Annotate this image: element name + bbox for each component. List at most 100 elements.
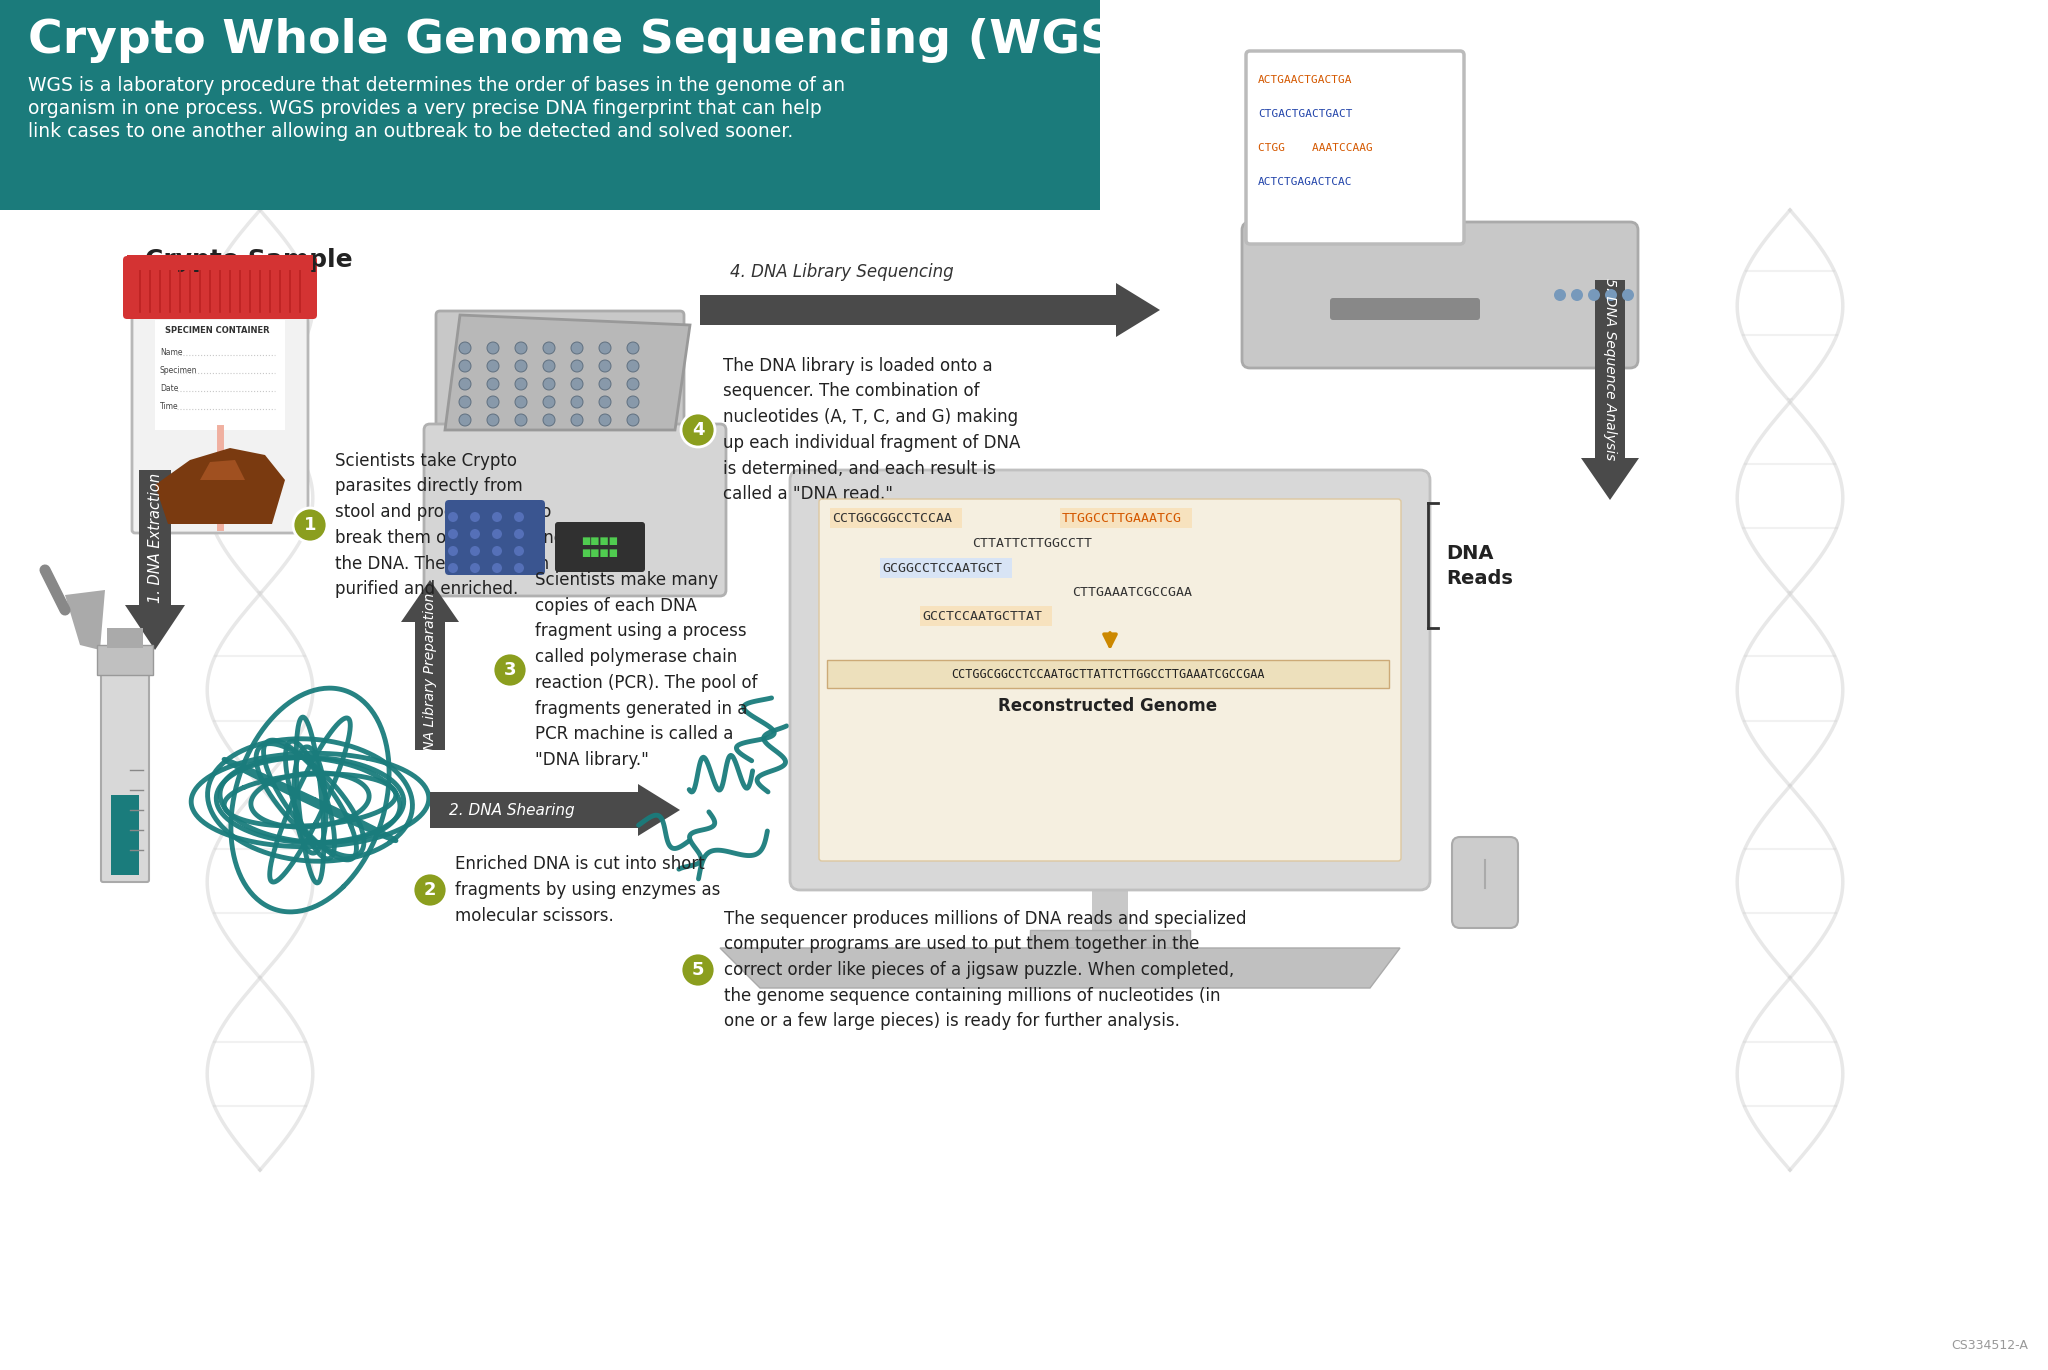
Circle shape [514,529,524,538]
Circle shape [1571,289,1583,301]
Circle shape [598,360,610,373]
Text: GCGGCCTCCAATGCT: GCGGCCTCCAATGCT [883,562,1001,574]
Circle shape [293,508,328,543]
Text: 5. DNA Sequence Analysis: 5. DNA Sequence Analysis [1604,278,1618,460]
Text: GCCTCCAATGCTTAT: GCCTCCAATGCTTAT [922,610,1042,622]
Bar [111,795,139,875]
Circle shape [514,396,526,408]
FancyBboxPatch shape [444,500,545,575]
Bar [1030,930,1190,948]
Text: 2: 2 [424,881,436,899]
Text: 4. DNA Library Sequencing: 4. DNA Library Sequencing [729,263,954,281]
Text: The DNA library is loaded onto a
sequencer. The combination of
nucleotides (A, T: The DNA library is loaded onto a sequenc… [723,356,1020,503]
Circle shape [627,360,639,373]
FancyBboxPatch shape [1329,299,1481,321]
Circle shape [514,547,524,556]
Polygon shape [66,590,104,649]
Circle shape [627,414,639,426]
Text: link cases to one another allowing an outbreak to be detected and solved sooner.: link cases to one another allowing an ou… [29,122,793,141]
Circle shape [514,360,526,373]
FancyBboxPatch shape [0,0,1096,210]
Bar [1061,508,1192,527]
Circle shape [514,342,526,353]
Text: CCTGGCGGCCTCCAATGCTTATTCTTGGCCTTGAAATCGCCGAA: CCTGGCGGCCTCCAATGCTTATTCTTGGCCTTGAAATCGC… [950,667,1266,681]
Text: DNA
Reads: DNA Reads [1446,544,1513,588]
Text: 2. DNA Shearing: 2. DNA Shearing [449,803,575,818]
Circle shape [571,342,584,353]
Text: CS334512-A: CS334512-A [1952,1338,2028,1352]
Circle shape [543,342,555,353]
Circle shape [459,342,471,353]
Polygon shape [125,470,184,649]
Bar [827,660,1389,688]
Text: Enriched DNA is cut into short
fragments by using enzymes as
molecular scissors.: Enriched DNA is cut into short fragments… [455,855,721,925]
Bar [96,645,154,675]
FancyBboxPatch shape [1452,837,1518,927]
FancyBboxPatch shape [424,423,725,596]
Bar [1092,877,1128,934]
Circle shape [459,396,471,408]
Circle shape [494,653,526,686]
Bar [0,105,1096,210]
Circle shape [459,360,471,373]
Polygon shape [156,448,285,523]
FancyBboxPatch shape [1245,51,1464,244]
Circle shape [627,378,639,390]
Text: Crypto Sample: Crypto Sample [145,248,352,273]
Circle shape [543,396,555,408]
Text: Scientists make many
copies of each DNA
fragment using a process
called polymera: Scientists make many copies of each DNA … [535,571,758,769]
Circle shape [682,954,715,986]
Circle shape [487,378,500,390]
Text: 3: 3 [504,660,516,680]
Bar [0,0,1100,210]
Circle shape [543,360,555,373]
Circle shape [1554,289,1567,301]
Circle shape [414,873,446,907]
Circle shape [571,396,584,408]
Bar [0,0,547,105]
Polygon shape [700,284,1159,337]
Circle shape [469,547,479,556]
FancyBboxPatch shape [555,522,645,573]
Text: Date: Date [160,384,178,392]
Circle shape [598,378,610,390]
Text: WGS is a laboratory procedure that determines the order of bases in the genome o: WGS is a laboratory procedure that deter… [29,75,846,95]
Circle shape [449,512,459,522]
Circle shape [598,414,610,426]
Bar [127,255,313,270]
Text: 3. DNA Library Preparation: 3. DNA Library Preparation [424,593,436,780]
Circle shape [571,378,584,390]
Circle shape [571,414,584,426]
Text: ACTCTGAGACTCAC: ACTCTGAGACTCAC [1257,177,1352,186]
Text: CCTGGCGGCCTCCAA: CCTGGCGGCCTCCAA [831,511,952,525]
Circle shape [571,360,584,373]
Circle shape [449,547,459,556]
Text: CTTATTCTTGGCCTT: CTTATTCTTGGCCTT [973,537,1092,549]
Bar [920,606,1053,626]
Circle shape [682,412,715,447]
Circle shape [487,360,500,373]
Text: CTGACTGACTGACT: CTGACTGACTGACT [1257,110,1352,119]
Polygon shape [401,580,459,749]
Circle shape [487,342,500,353]
Circle shape [514,512,524,522]
FancyBboxPatch shape [436,311,684,438]
Text: CTGG    AAATCCAAG: CTGG AAATCCAAG [1257,142,1372,153]
FancyBboxPatch shape [100,669,150,882]
Text: Scientists take Crypto
parasites directly from
stool and process them to
break t: Scientists take Crypto parasites directl… [336,452,565,599]
Text: Time: Time [160,401,178,411]
FancyBboxPatch shape [1241,222,1638,369]
Text: 1: 1 [303,516,315,534]
Text: TTGGCCTTGAAATCG: TTGGCCTTGAAATCG [1063,511,1182,525]
Circle shape [543,414,555,426]
Text: CTTGAAATCGCCGAA: CTTGAAATCGCCGAA [1071,585,1192,599]
Bar [430,792,596,827]
Text: ACTGAACTGACTGA: ACTGAACTGACTGA [1257,75,1352,85]
Text: Crypto Whole Genome Sequencing (WGS): Crypto Whole Genome Sequencing (WGS) [29,18,1137,63]
Text: Name: Name [160,348,182,356]
Circle shape [492,547,502,556]
Text: The sequencer produces millions of DNA reads and specialized
computer programs a: The sequencer produces millions of DNA r… [725,910,1247,1030]
Text: ■■■■
■■■■: ■■■■ ■■■■ [582,536,618,558]
Circle shape [514,414,526,426]
Circle shape [459,414,471,426]
